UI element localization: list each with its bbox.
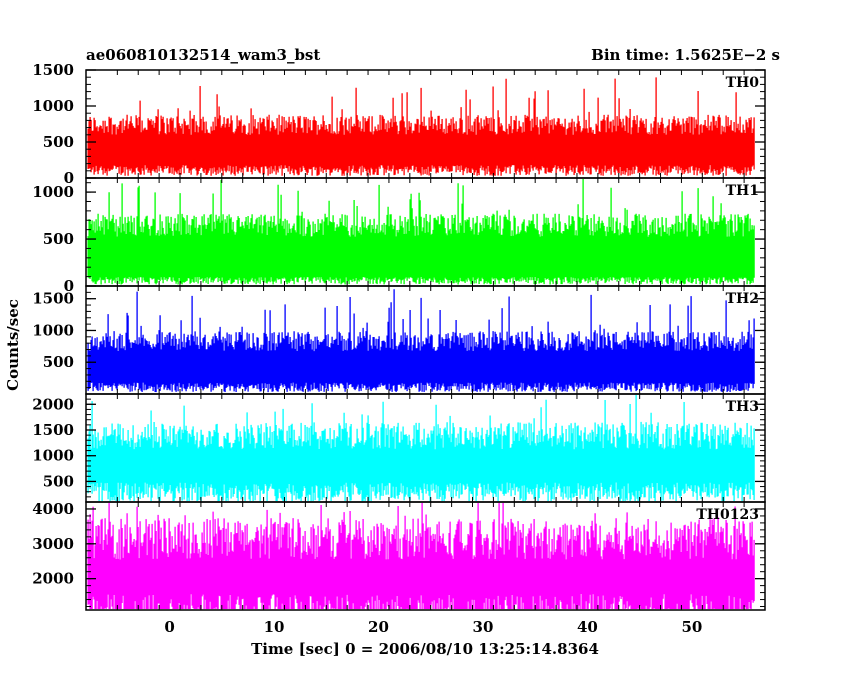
- panel-label-th2: TH2: [726, 291, 759, 307]
- panel-label-th1: TH1: [726, 183, 759, 199]
- y-tick-label: 0: [64, 277, 74, 295]
- x-tick-label: 40: [577, 618, 598, 636]
- x-tick-label: 30: [473, 618, 494, 636]
- panel-label-th0123: TH0123: [696, 507, 759, 523]
- y-tick-label: 500: [43, 472, 74, 490]
- x-tick-label: 50: [681, 618, 702, 636]
- panel-label-th0: TH0: [726, 75, 760, 91]
- y-tick-label: 500: [43, 230, 74, 248]
- y-tick-label: 1500: [32, 421, 74, 439]
- y-tick-label: 0: [64, 169, 74, 187]
- x-tick-label: 10: [264, 618, 285, 636]
- y-tick-label: 1000: [32, 183, 74, 201]
- series-th0123: [87, 503, 755, 609]
- y-tick-label: 2000: [32, 570, 74, 588]
- series-th1: [87, 179, 755, 285]
- y-tick-label: 1000: [32, 447, 74, 465]
- y-tick-label: 1500: [32, 61, 74, 79]
- y-tick-label: 2000: [32, 395, 74, 413]
- y-tick-label: 500: [43, 353, 74, 371]
- x-axis-ticks: 0 10 20 30 40 50: [164, 618, 702, 636]
- y-tick-label: 500: [43, 133, 74, 151]
- series-th0: [87, 77, 755, 176]
- panels-group: 0 500 1000 1500 TH0 0 500 1000 TH1 500 1000 1500 TH2…: [32, 61, 766, 611]
- panel-frame-th0123: [85, 501, 766, 611]
- y-axis-label: Counts/sec: [4, 299, 22, 391]
- x-axis-label: Time [sec] 0 = 2006/08/10 13:25:14.8364: [251, 640, 599, 658]
- chart-subtitle: Bin time: 1.5625E−2 s: [591, 46, 780, 64]
- panel-label-th3: TH3: [726, 399, 759, 415]
- y-tick-label: 1000: [32, 321, 74, 339]
- series-th3: [87, 395, 755, 501]
- y-tick-label: 3000: [32, 535, 74, 553]
- chart-title: ae060810132514_wam3_bst: [86, 46, 320, 64]
- x-tick-label: 0: [164, 618, 174, 636]
- y-tick-label: 1500: [32, 290, 74, 308]
- y-tick-label: 1000: [32, 97, 74, 115]
- series-th2: [87, 289, 755, 393]
- y-tick-label: 4000: [32, 500, 74, 518]
- x-tick-label: 20: [368, 618, 389, 636]
